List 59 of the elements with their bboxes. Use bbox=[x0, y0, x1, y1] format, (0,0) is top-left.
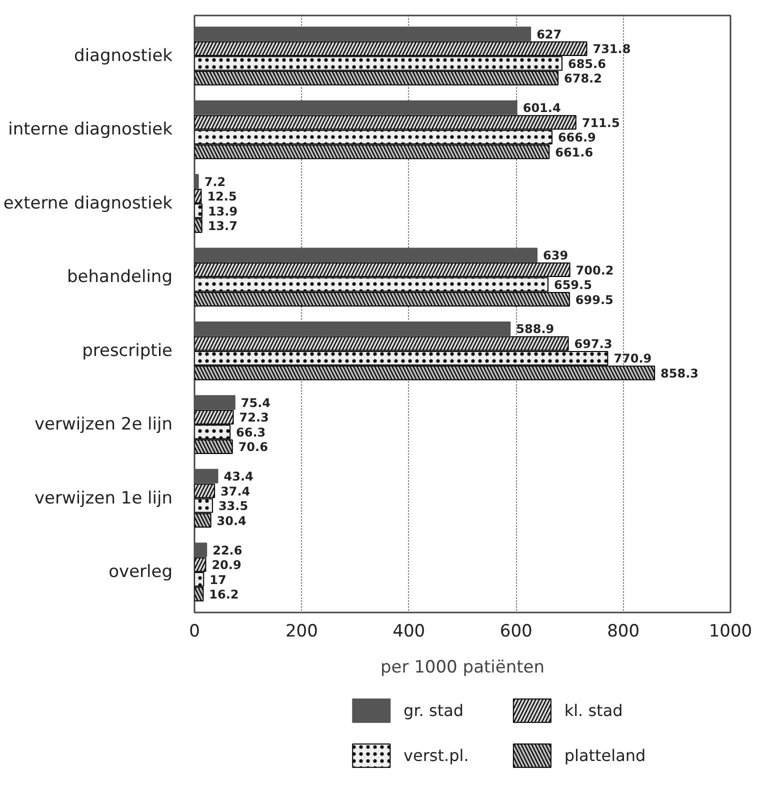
data-label: 666.9 bbox=[558, 130, 596, 145]
bar bbox=[194, 321, 511, 336]
y-tick-label: externe diagnostiek bbox=[3, 193, 173, 214]
x-tick-label: 200 bbox=[285, 622, 318, 642]
x-axis-title: per 1000 patiënten bbox=[380, 658, 545, 678]
data-label: 75.4 bbox=[240, 396, 271, 410]
x-tick-label: 0 bbox=[189, 622, 200, 642]
data-label: 858.3 bbox=[660, 366, 699, 380]
data-label: 639 bbox=[543, 248, 568, 263]
data-label: 7.2 bbox=[204, 174, 226, 189]
bar bbox=[194, 248, 538, 262]
data-label: 30.4 bbox=[216, 514, 246, 528]
bar bbox=[194, 468, 218, 484]
data-label: 700.2 bbox=[576, 263, 614, 278]
data-label: 12.5 bbox=[207, 190, 237, 204]
data-label: 661.6 bbox=[555, 145, 594, 160]
data-label: 72.3 bbox=[239, 410, 269, 425]
data-label: 601.4 bbox=[522, 101, 561, 116]
data-label: 711.5 bbox=[582, 116, 620, 130]
data-label: 699.5 bbox=[575, 292, 614, 307]
data-label: 66.3 bbox=[236, 425, 266, 440]
legend-label: verst.pl. bbox=[404, 746, 469, 766]
data-label: 588.9 bbox=[516, 322, 554, 336]
data-label: 70.6 bbox=[238, 440, 268, 454]
bar bbox=[194, 542, 208, 558]
x-tick-label: 600 bbox=[500, 622, 532, 642]
bar bbox=[194, 395, 236, 410]
data-label: 678.2 bbox=[564, 72, 602, 86]
x-tick-label: 1000 bbox=[708, 622, 752, 642]
data-label: 20.9 bbox=[212, 558, 242, 572]
legend-label: kl. stad bbox=[564, 701, 623, 720]
data-label: 17 bbox=[210, 572, 226, 587]
data-label: 659.5 bbox=[554, 278, 592, 292]
data-label: 627 bbox=[536, 27, 562, 42]
legend-label: platteland bbox=[564, 746, 646, 766]
data-label: 13.7 bbox=[208, 219, 238, 234]
data-label: 33.5 bbox=[218, 499, 248, 514]
y-tick-label: diagnostiek bbox=[74, 46, 173, 66]
x-tick-label: 400 bbox=[392, 622, 426, 642]
bar bbox=[194, 26, 532, 42]
y-tick-label: verwijzen 1e lijn bbox=[34, 488, 173, 508]
data-label: 43.4 bbox=[224, 470, 254, 484]
y-tick-label: interne diagnostiek bbox=[8, 120, 173, 140]
x-tick-label: 800 bbox=[607, 622, 640, 642]
y-tick-label: verwijzen 2e lijn bbox=[34, 414, 173, 435]
data-label: 22.6 bbox=[212, 543, 242, 558]
y-tick-label: prescriptie bbox=[82, 340, 172, 361]
y-tick-label: overleg bbox=[108, 562, 173, 582]
data-label: 770.9 bbox=[614, 352, 652, 366]
data-label: 13.9 bbox=[208, 204, 238, 218]
bar bbox=[194, 100, 518, 115]
y-tick-label: behandeling bbox=[67, 267, 173, 288]
data-label: 731.8 bbox=[592, 42, 631, 56]
data-label: 37.4 bbox=[220, 484, 250, 498]
data-label: 697.3 bbox=[574, 336, 612, 351]
data-label: 16.2 bbox=[209, 588, 239, 602]
bar bbox=[194, 174, 199, 189]
legend-label: gr. stad bbox=[404, 701, 464, 720]
data-label: 685.6 bbox=[568, 56, 606, 71]
